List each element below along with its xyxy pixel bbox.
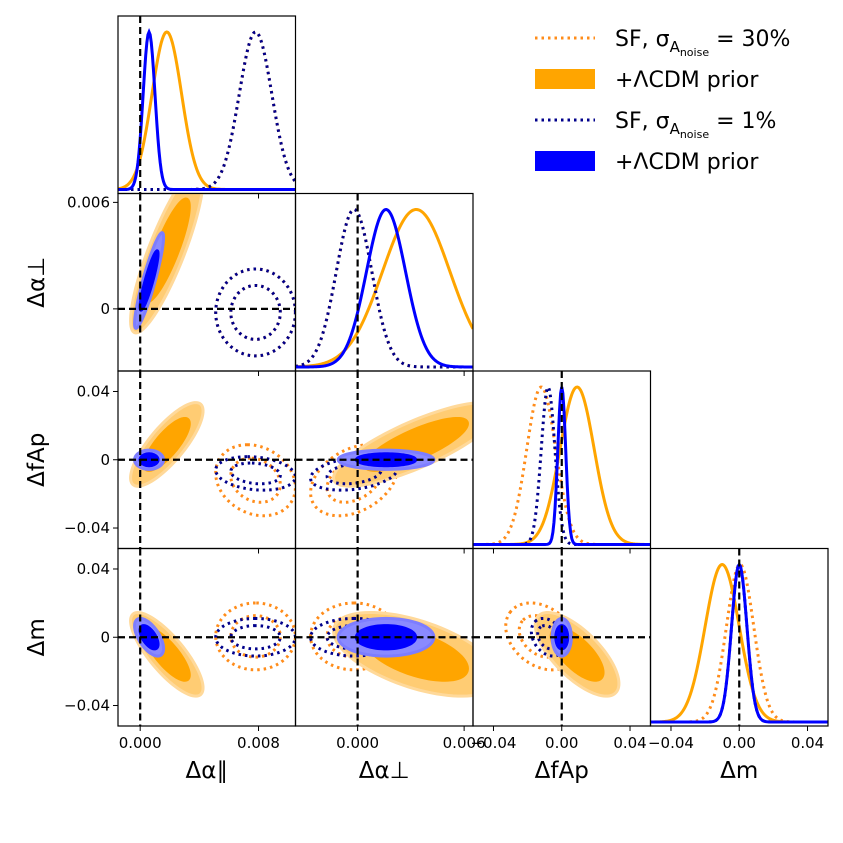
marginal-curve-0	[295, 207, 473, 369]
x-tick-label: 0.008	[237, 734, 280, 752]
y-tick-label: 0	[100, 451, 110, 469]
y-tick-label: −0.04	[64, 697, 110, 715]
contour-68-0	[229, 456, 282, 504]
panel-1-1	[294, 192, 474, 376]
x-axis-label: Δm	[720, 758, 758, 784]
y-tick-label: 0.04	[77, 560, 110, 578]
legend-label: +ΛCDM prior	[615, 68, 759, 93]
y-tick-label: 0.006	[67, 193, 110, 211]
x-tick-label: 0.006	[443, 734, 486, 752]
x-tick-label: 0.00	[723, 734, 756, 752]
panel-0-0	[117, 15, 297, 199]
contour-95-0	[214, 601, 296, 672]
y-tick-label: −0.04	[64, 519, 110, 537]
contour-68-3	[138, 452, 160, 468]
legend-item-2: SF, σAnoise = 1%	[535, 109, 776, 141]
panel-2-0: −0.04 0 0.04	[64, 370, 297, 554]
panel-3-2: −0.04 0.00 0.04	[470, 547, 652, 752]
x-tick-label: −0.04	[470, 734, 516, 752]
legend-label: +ΛCDM prior	[615, 150, 759, 175]
contour-95-2	[214, 455, 296, 492]
marginal-curve-3	[118, 28, 296, 191]
marginal-curve-2	[295, 207, 473, 369]
marginal-curve-3	[295, 208, 473, 369]
legend: SF, σAnoise = 30% +ΛCDM prior SF, σAnoise …	[535, 27, 790, 175]
legend-swatch-filled	[535, 151, 595, 171]
x-tick-label: 0.04	[791, 734, 824, 752]
contour-95-0	[504, 601, 579, 672]
contour-68-2	[229, 624, 282, 651]
x-tick-label: 0.04	[613, 734, 646, 752]
contour-68-2	[229, 461, 282, 486]
panel-frame	[294, 192, 474, 372]
contour-95-2	[214, 267, 296, 358]
marginal-curve-2	[118, 30, 296, 191]
legend-label: SF, σAnoise = 1%	[615, 109, 776, 141]
contour-95-0	[309, 443, 400, 518]
y-tick-label: 0	[100, 628, 110, 646]
panel-2-1	[294, 370, 474, 554]
panel-3-3: −0.04 0.00 0.04	[648, 547, 829, 752]
panel-3-0: 0.000 0.008 −0.04 0 0.04	[64, 547, 297, 752]
x-axis-label: Δα⊥	[359, 758, 410, 784]
x-tick-label: 0.000	[119, 734, 162, 752]
x-axis-label: ΔfAp	[535, 758, 589, 784]
legend-swatch-filled	[535, 69, 595, 89]
panel-2-2	[472, 370, 652, 554]
x-tick-label: −0.04	[648, 734, 694, 752]
x-tick-label: 0.000	[336, 734, 379, 752]
legend-label: SF, σAnoise = 30%	[615, 27, 790, 59]
contour-68-2	[229, 283, 282, 341]
contour-95-0	[214, 443, 296, 518]
panel-frame	[117, 15, 297, 195]
panel-1-0: 0 0.006	[67, 192, 297, 376]
contour-68-2	[325, 461, 383, 486]
x-axis-label: Δα∥	[186, 758, 228, 784]
y-tick-label: 0.04	[77, 382, 110, 400]
axis-labels: Δα∥ Δα⊥ ΔfAp Δm Δα⊥ ΔfAp Δm	[24, 257, 758, 784]
legend-item-0: SF, σAnoise = 30%	[535, 27, 790, 59]
y-axis-label: Δα⊥	[24, 257, 50, 308]
panel-3-1: 0.000 0.006	[294, 547, 486, 752]
y-axis-label: ΔfAp	[24, 433, 50, 487]
marginal-curve-1	[295, 207, 473, 369]
y-axis-label: Δm	[24, 618, 50, 656]
contour-68-0	[229, 614, 282, 659]
legend-item-1: +ΛCDM prior	[535, 68, 759, 93]
legend-item-3: +ΛCDM prior	[535, 150, 759, 175]
x-tick-label: 0.00	[545, 734, 578, 752]
y-tick-label: 0	[100, 300, 110, 318]
contour-95-2	[309, 455, 400, 492]
